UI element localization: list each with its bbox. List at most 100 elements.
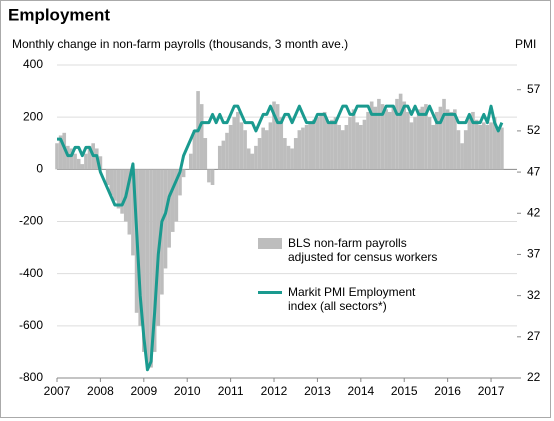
bar: [80, 164, 85, 170]
bar: [286, 145, 291, 170]
bar: [348, 117, 352, 170]
bar: [322, 111, 327, 170]
bar: [402, 101, 407, 170]
y2-tick-label: 52: [527, 123, 541, 137]
bar: [431, 124, 435, 170]
bar: [460, 143, 464, 170]
bar: [297, 130, 302, 170]
bar: [145, 169, 150, 365]
bar: [170, 169, 175, 232]
bar: [131, 169, 135, 256]
bar: [445, 109, 450, 170]
bar: [340, 130, 345, 170]
x-tick-label: 2015: [391, 384, 418, 398]
bar: [434, 111, 439, 170]
bar: [76, 158, 81, 170]
x-tick-label: 2010: [174, 384, 201, 398]
y2-tick-label: 22: [527, 370, 541, 384]
x-tick-label: 2014: [347, 384, 374, 398]
bar: [301, 127, 305, 170]
bar: [344, 124, 349, 170]
bar: [416, 109, 421, 170]
y-tick-label: 0: [36, 162, 43, 176]
bar: [239, 122, 244, 170]
bar: [167, 169, 171, 248]
bar: [290, 148, 294, 170]
bar: [359, 124, 363, 170]
x-tick-label: 2012: [261, 384, 288, 398]
bar: [406, 111, 410, 170]
bar: [384, 109, 388, 170]
bar: [257, 138, 262, 170]
bar: [228, 124, 233, 170]
bar: [98, 156, 103, 170]
legend-label: BLS non-farm payrolls adjusted for censu…: [288, 236, 438, 264]
x-tick-label: 2013: [304, 384, 331, 398]
bar: [398, 93, 403, 170]
bar: [369, 101, 374, 170]
bar: [478, 124, 482, 170]
chart-title: Employment: [8, 5, 110, 24]
x-tick-label: 2009: [130, 384, 157, 398]
bar: [127, 169, 132, 235]
y2-tick-label: 42: [527, 205, 541, 219]
bar: [264, 130, 269, 170]
bar: [66, 145, 70, 170]
bar: [351, 109, 356, 170]
bar: [149, 169, 153, 368]
bar: [362, 119, 367, 170]
bar: [58, 135, 63, 170]
bar: [261, 127, 265, 170]
y-tick-label: -400: [19, 266, 43, 280]
y2-tick-label: 27: [527, 329, 541, 343]
bar: [279, 117, 284, 170]
y2-tick-label: 32: [527, 288, 541, 302]
y2-axis-label: PMI: [515, 37, 536, 51]
bar: [427, 117, 432, 170]
bar: [438, 106, 443, 170]
bar: [174, 169, 179, 222]
legend-item: BLS non-farm payrolls adjusted for censu…: [258, 236, 446, 264]
y-tick-label: 400: [23, 57, 43, 71]
bar: [109, 169, 114, 196]
bar: [333, 117, 338, 170]
bar: [268, 122, 273, 170]
bar: [474, 119, 479, 170]
bar: [311, 119, 316, 170]
bar: [203, 138, 208, 170]
bar: [489, 122, 493, 170]
bar: [492, 117, 497, 170]
bar: [250, 153, 255, 170]
bar: [163, 169, 168, 269]
bar: [463, 130, 468, 170]
bar: [500, 127, 504, 170]
bar: [485, 124, 490, 170]
x-tick-label: 2016: [434, 384, 461, 398]
bar: [217, 145, 222, 170]
y-tick-label: -600: [19, 318, 43, 332]
legend-swatch: [258, 238, 282, 249]
bar: [225, 132, 229, 170]
y2-tick-label: 57: [527, 82, 541, 96]
bar: [373, 106, 378, 170]
bar: [409, 122, 414, 170]
bar: [210, 169, 215, 185]
bar: [395, 98, 399, 170]
bar: [138, 169, 142, 326]
bar: [420, 106, 425, 170]
bar: [275, 104, 280, 170]
bar: [496, 130, 501, 170]
bar: [326, 122, 331, 170]
bar: [178, 169, 182, 196]
bar: [272, 101, 276, 170]
bar: [283, 138, 287, 170]
bar: [424, 104, 428, 170]
legend-item: Markit PMI Employment index (all sectors…: [258, 285, 446, 313]
bar: [181, 169, 186, 178]
bar: [254, 145, 258, 170]
x-tick-label: 2008: [87, 384, 114, 398]
bar: [481, 122, 486, 170]
bar: [246, 148, 251, 170]
x-tick-label: 2011: [218, 384, 244, 398]
